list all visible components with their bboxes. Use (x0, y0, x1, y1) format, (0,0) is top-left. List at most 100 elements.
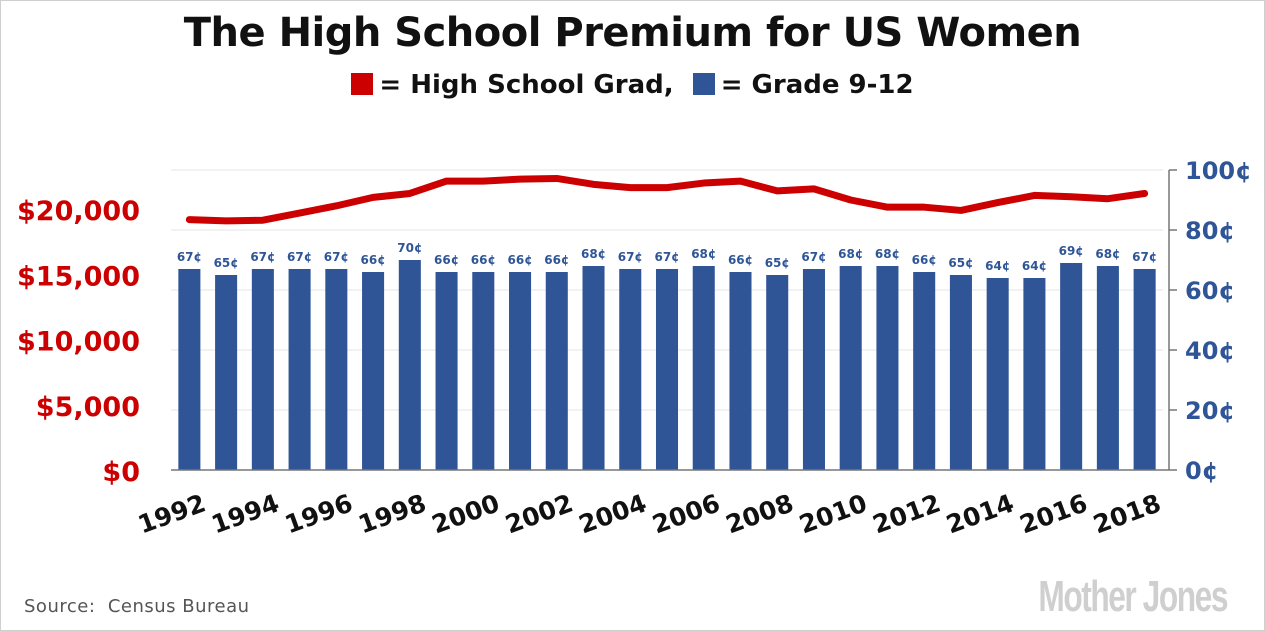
line-point-2007 (738, 179, 742, 183)
bar-2016 (1060, 263, 1083, 470)
bar-label-2009: 67¢ (801, 250, 826, 264)
line-point-2006 (702, 181, 706, 185)
x-axis-ticks: 1992199419961998200020022004200620082010… (134, 488, 1165, 539)
bar-label-1992: 67¢ (177, 250, 202, 264)
bar-2006 (692, 266, 715, 470)
legend-swatch-red (351, 73, 374, 95)
legend-item-grade-9-12: = Grade 9-12 (692, 70, 914, 100)
bar-label-2003: 68¢ (581, 247, 606, 261)
x-tick-2006: 2006 (648, 488, 723, 539)
bar-label-2008: 65¢ (765, 256, 790, 270)
bar-2009 (802, 269, 825, 470)
left-tick-3: $15,000 (17, 261, 140, 292)
line-point-2008 (775, 189, 779, 193)
bar-label-2016: 69¢ (1059, 244, 1084, 258)
line-point-2015 (1032, 193, 1036, 197)
bar-1998 (398, 260, 421, 470)
line-point-2012 (922, 205, 926, 209)
line-point-2001 (518, 177, 522, 181)
line-high-school-grad (185, 174, 1149, 225)
legend-label-high-school-grad: = High School Grad, (379, 70, 674, 100)
bar-label-2007: 66¢ (728, 253, 753, 267)
x-tick-2004: 2004 (575, 488, 650, 539)
line-point-2002 (555, 176, 559, 180)
line-point-1997 (371, 195, 375, 199)
legend-label-grade-9-12: = Grade 9-12 (720, 70, 914, 100)
line-point-1999 (445, 179, 449, 183)
bar-2011 (876, 266, 899, 470)
bar-label-2000: 66¢ (471, 253, 496, 267)
bar-label-2010: 68¢ (838, 247, 863, 261)
x-tick-2010: 2010 (795, 488, 870, 539)
line-point-2011 (885, 205, 889, 209)
line-point-2010 (849, 198, 853, 202)
left-tick-0: $0 (102, 457, 140, 488)
bar-label-1999: 66¢ (434, 253, 459, 267)
left-tick-1: $5,000 (36, 392, 140, 423)
x-tick-1994: 1994 (208, 488, 283, 539)
bar-2018 (1133, 269, 1156, 470)
bar-label-2014: 64¢ (985, 259, 1010, 273)
line-point-2017 (1106, 197, 1110, 201)
x-tick-2002: 2002 (502, 488, 577, 539)
line-point-1998 (408, 191, 412, 195)
bar-2007 (729, 272, 752, 470)
x-tick-2016: 2016 (1016, 488, 1091, 539)
legend-item-high-school-grad: = High School Grad, (351, 70, 674, 100)
bar-label-2005: 67¢ (654, 250, 679, 264)
left-tick-4: $20,000 (17, 196, 140, 227)
mother-jones-logo: Mother Jones (1038, 572, 1228, 621)
bar-1996 (325, 269, 348, 470)
bar-2002 (545, 272, 568, 470)
bar-data-labels: 67¢ 65¢ 67¢ 67¢ 67¢ 66¢ 70¢ 66¢ 66¢ 66¢ 66¢ 68¢ 67¢ 6… (177, 241, 1157, 273)
bar-2004 (619, 269, 642, 470)
bar-label-2012: 66¢ (912, 253, 937, 267)
bar-1992 (178, 269, 201, 470)
bar-2014 (986, 278, 1009, 470)
x-tick-2008: 2008 (722, 488, 797, 539)
right-tick-4: 80¢ (1185, 217, 1235, 245)
bar-series (178, 260, 1156, 470)
line-point-2000 (481, 179, 485, 183)
line-point-1993 (224, 219, 228, 223)
chart-title: The High School Premium for US Women (183, 10, 1082, 56)
bar-1994 (251, 269, 274, 470)
bar-2017 (1096, 266, 1119, 470)
bar-label-2017: 68¢ (1095, 247, 1120, 261)
x-tick-2000: 2000 (428, 488, 503, 539)
source-text: Source: Census Bureau (24, 596, 250, 617)
line-point-2016 (1069, 195, 1073, 199)
bar-2003 (582, 266, 605, 470)
bar-2005 (655, 269, 679, 470)
line-point-2009 (812, 187, 816, 191)
line-point-2014 (996, 201, 1000, 205)
bar-2012 (913, 272, 936, 470)
line-point-2018 (1143, 191, 1147, 195)
bar-2000 (472, 272, 495, 470)
bar-2013 (949, 275, 972, 470)
bar-label-1997: 66¢ (361, 253, 386, 267)
line-point-2003 (592, 182, 596, 186)
right-tick-0: 0¢ (1185, 457, 1218, 485)
right-tick-1: 20¢ (1185, 397, 1235, 425)
bar-label-1996: 67¢ (324, 250, 349, 264)
bar-label-1993: 65¢ (214, 256, 239, 270)
bar-1999 (435, 272, 458, 470)
right-tick-5: 100¢ (1185, 157, 1252, 185)
x-tick-1998: 1998 (355, 488, 430, 539)
right-tick-3: 60¢ (1185, 277, 1235, 305)
line-point-1995 (298, 211, 302, 215)
x-tick-2014: 2014 (942, 488, 1017, 539)
left-tick-2: $10,000 (17, 327, 140, 358)
bar-2010 (839, 266, 862, 470)
line-point-1994 (261, 218, 265, 222)
legend-swatch-blue (692, 73, 715, 95)
source-note: Source: Census Bureau (24, 596, 250, 617)
bar-2015 (1023, 278, 1046, 470)
bar-label-1998: 70¢ (397, 241, 422, 255)
x-tick-1992: 1992 (134, 488, 209, 539)
line-series (185, 174, 1149, 225)
bar-1995 (288, 269, 311, 470)
x-tick-2018: 2018 (1089, 488, 1164, 539)
